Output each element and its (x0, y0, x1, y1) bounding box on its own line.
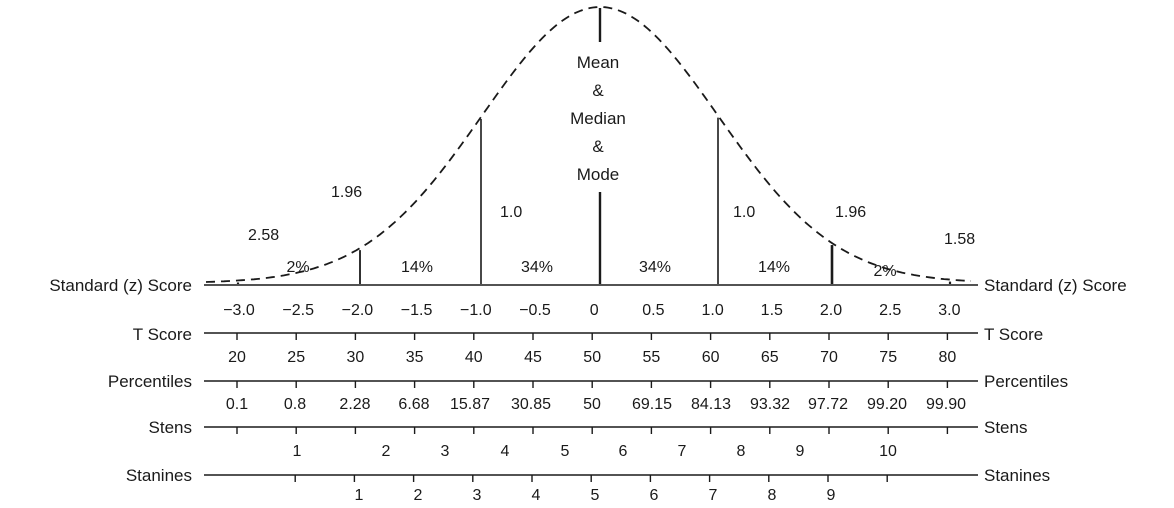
mode-label: Mode (577, 165, 620, 184)
cutoff-label-1-96-left: 1.96 (331, 184, 362, 201)
area-percent-labels: 2% 14% 34% 34% 14% 2% (286, 259, 896, 280)
percentile-value: 84.13 (691, 396, 731, 413)
percentile-value: 0.1 (226, 396, 248, 413)
percentile-values: 0.1 0.8 2.28 6.68 15.87 30.85 50 69.15 84.13 93.3… (226, 396, 966, 413)
t-score-value: 50 (583, 349, 601, 366)
stanine-value: 9 (827, 487, 836, 504)
stanines-row-label: Stanines (126, 466, 192, 485)
row-labels-left: Standard (z) Score T Score Percentiles S… (49, 276, 192, 485)
percentile-value: 99.20 (867, 396, 907, 413)
t-score-value: 75 (879, 349, 897, 366)
percentile-value: 99.90 (926, 396, 966, 413)
sten-values: 1 2 3 4 5 6 7 8 9 10 (293, 443, 897, 460)
stanine-values: 1 2 3 4 5 6 7 8 9 (355, 487, 836, 504)
t-score-row-label: T Score (133, 325, 192, 344)
t-score-value: 70 (820, 349, 838, 366)
stanines-row-label: Stanines (984, 466, 1050, 485)
cutoff-label-1-0-left: 1.0 (500, 204, 522, 221)
stanine-value: 3 (473, 487, 482, 504)
sten-value: 9 (796, 443, 805, 460)
percentiles-row-label: Percentiles (108, 372, 192, 391)
percentile-value: 6.68 (398, 396, 429, 413)
t-score-value: 20 (228, 349, 246, 366)
scale-ticks (236, 333, 949, 482)
sten-value: 7 (678, 443, 687, 460)
bell-curve (205, 6, 972, 283)
sten-value: 10 (879, 443, 897, 460)
area-percent: 14% (401, 259, 433, 276)
z-score-value: −1.0 (460, 302, 492, 319)
percentile-value: 50 (583, 396, 601, 413)
z-score-value: 0.5 (642, 302, 664, 319)
t-score-values: 20 25 30 35 40 45 50 55 60 65 70 75 80 (228, 349, 956, 366)
stens-row-label: Stens (149, 418, 192, 437)
cutoff-value-labels: 2.58 1.96 1.0 1.0 1.96 1.58 (248, 184, 975, 248)
sten-value: 1 (293, 443, 302, 460)
percentile-value: 69.15 (632, 396, 672, 413)
t-score-value: 30 (347, 349, 365, 366)
z-score-value: −1.5 (401, 302, 433, 319)
z-score-value: −0.5 (519, 302, 551, 319)
percentile-value: 0.8 (284, 396, 306, 413)
row-labels-right: Standard (z) Score T Score Percentiles S… (984, 276, 1127, 485)
cutoff-lines (236, 8, 952, 284)
area-percent: 2% (286, 259, 309, 276)
stanine-value: 4 (532, 487, 541, 504)
stanine-value: 8 (768, 487, 777, 504)
z-score-value: 1.5 (761, 302, 783, 319)
z-score-value: −3.0 (223, 302, 255, 319)
z-score-value: 0 (590, 302, 599, 319)
ampersand-label: & (592, 81, 604, 100)
stens-row-label: Stens (984, 418, 1027, 437)
percentile-value: 15.87 (450, 396, 490, 413)
stanine-value: 7 (709, 487, 718, 504)
cutoff-label-1-0-right: 1.0 (733, 204, 755, 221)
percentile-value: 2.28 (339, 396, 370, 413)
stanine-value: 1 (355, 487, 364, 504)
stanine-value: 6 (650, 487, 659, 504)
z-score-value: 2.5 (879, 302, 901, 319)
stanine-value: 2 (414, 487, 423, 504)
z-score-value: 1.0 (701, 302, 723, 319)
z-score-value: 3.0 (938, 302, 960, 319)
z-score-row-label: Standard (z) Score (984, 276, 1127, 295)
t-score-value: 65 (761, 349, 779, 366)
cutoff-label-1-96-right: 1.96 (835, 204, 866, 221)
area-percent: 14% (758, 259, 790, 276)
t-score-value: 55 (643, 349, 661, 366)
z-score-value: −2.5 (282, 302, 314, 319)
central-tendency-label: Mean & Median & Mode (570, 53, 626, 184)
area-percent: 34% (639, 259, 671, 276)
median-label: Median (570, 109, 626, 128)
z-score-value: −2.0 (342, 302, 374, 319)
z-score-value: 2.0 (820, 302, 842, 319)
z-score-row-label: Standard (z) Score (49, 276, 192, 295)
area-percent: 34% (521, 259, 553, 276)
t-score-value: 60 (702, 349, 720, 366)
percentiles-row-label: Percentiles (984, 372, 1068, 391)
sten-value: 8 (737, 443, 746, 460)
t-score-value: 45 (524, 349, 542, 366)
t-score-value: 40 (465, 349, 483, 366)
t-score-row-label: T Score (984, 325, 1043, 344)
z-score-values: −3.0 −2.5 −2.0 −1.5 −1.0 −0.5 0 0.5 1.0 1.5 2.0 2.5… (223, 302, 960, 319)
t-score-value: 35 (406, 349, 424, 366)
sten-value: 4 (501, 443, 510, 460)
stanine-value: 5 (591, 487, 600, 504)
percentile-value: 93.32 (750, 396, 790, 413)
sten-value: 3 (441, 443, 450, 460)
ampersand-label: & (592, 137, 604, 156)
mean-label: Mean (577, 53, 620, 72)
sten-value: 2 (382, 443, 391, 460)
cutoff-label-2-58-left: 2.58 (248, 227, 279, 244)
sten-value: 5 (561, 443, 570, 460)
t-score-value: 80 (939, 349, 957, 366)
area-percent: 2% (873, 263, 896, 280)
cutoff-label-1-58-right: 1.58 (944, 231, 975, 248)
sten-value: 6 (619, 443, 628, 460)
percentile-value: 30.85 (511, 396, 551, 413)
percentile-value: 97.72 (808, 396, 848, 413)
t-score-value: 25 (287, 349, 305, 366)
